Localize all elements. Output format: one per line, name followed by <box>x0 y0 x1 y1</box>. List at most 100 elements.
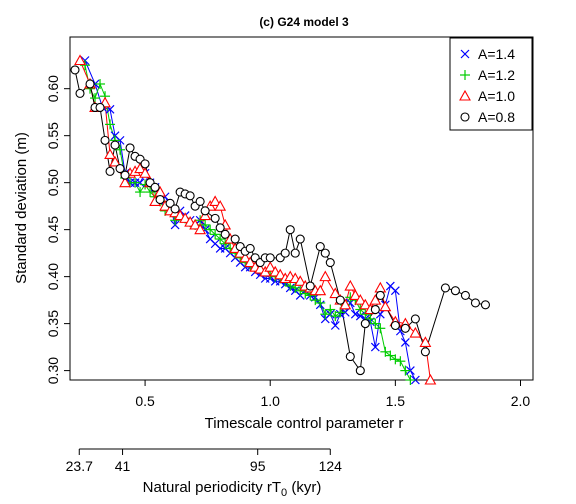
series-3-point-21 <box>185 191 195 201</box>
y-tick-label-5: 0.55 <box>45 122 61 149</box>
secondary-tick-label-3: 124 <box>319 458 343 474</box>
series-3-point-55 <box>440 283 450 293</box>
series-0-point-53 <box>355 311 365 321</box>
series-0-point-56-stroke-2 <box>370 342 380 352</box>
series-0-point-60 <box>390 286 400 296</box>
series-3-point-27 <box>220 229 230 239</box>
series-3-point-18 <box>170 204 180 214</box>
series-2-point-24 <box>209 195 222 207</box>
y-tick-label-6: 0.60 <box>45 75 61 102</box>
series-0-point-64-stroke-2 <box>410 375 420 385</box>
series-line-0 <box>84 60 416 381</box>
series-1-point-46 <box>310 295 321 306</box>
series-0-point-56 <box>370 342 380 352</box>
secondary-tick-label-2: 95 <box>250 458 266 474</box>
series-3-point-13 <box>140 159 150 169</box>
y-tick-label-3: 0.45 <box>45 216 61 243</box>
series-3-point-24 <box>200 206 210 216</box>
series-1-point-26 <box>210 229 221 240</box>
x-tick-label-3: 2.0 <box>511 393 531 409</box>
series-2-point-37 <box>274 268 287 280</box>
series-1-point-5 <box>105 119 116 130</box>
series-2-point-51 <box>349 289 362 300</box>
series-2-point-31 <box>244 256 257 268</box>
series-2-point-60 <box>409 326 422 338</box>
series-2-point-5 <box>109 155 121 167</box>
series-1-point-63 <box>395 356 406 367</box>
series-3-point-54 <box>420 347 430 357</box>
series-3-point-57 <box>460 290 470 300</box>
series-1-point-55 <box>355 304 366 315</box>
series-3-point-28 <box>230 234 240 244</box>
series-3-point-0 <box>70 65 80 75</box>
series-0-point-59-stroke-2 <box>385 281 395 291</box>
plot-frame-rect <box>69 36 534 381</box>
series-0-point-57-stroke-2 <box>375 309 385 319</box>
series-0-point-24-stroke-2 <box>210 239 220 249</box>
series-0-point-3-stroke-2 <box>105 104 115 114</box>
series-3-point-48 <box>360 319 370 329</box>
series-1-point-65 <box>405 375 416 385</box>
series-3-point-51 <box>390 320 400 331</box>
series-0-point-60-stroke-2 <box>390 286 400 296</box>
series-1-point-13 <box>145 187 156 198</box>
secondary-axis-label-main: Natural periodicity rT <box>143 479 281 496</box>
series-2-point-4 <box>104 148 116 160</box>
series-3-point-31 <box>245 243 255 253</box>
series-1-point-3 <box>95 78 106 89</box>
series-2-point-6 <box>119 176 131 188</box>
series-1-point-48 <box>320 309 331 320</box>
series-2-point-18 <box>179 212 192 223</box>
series-3-point-6 <box>105 166 115 176</box>
series-1-point-60 <box>380 346 391 357</box>
series-3-point-9 <box>120 170 130 180</box>
series-2-point-62 <box>424 373 437 385</box>
legend: A=1.4 A=1.2 A=1.0 A=0.8 <box>449 37 533 131</box>
series-1-point-57 <box>365 313 376 324</box>
series-3-point-47 <box>355 366 365 376</box>
series-3-point-17 <box>165 198 175 208</box>
series-3-point-43 <box>320 248 330 258</box>
series-0-point-52-stroke-2 <box>350 309 360 319</box>
secondary-tick-label-0: 23.7 <box>66 458 93 474</box>
series-1-point-47 <box>315 297 326 308</box>
legend-marker-0-stroke-2 <box>460 49 470 59</box>
legend-marker-1 <box>460 70 470 80</box>
legend-label-3: A=0.8 <box>478 109 515 125</box>
series-1-point-27 <box>215 234 226 245</box>
y-tick-label-0: 0.30 <box>45 357 61 384</box>
series-0-point-63-stroke-2 <box>405 366 415 376</box>
series-0-point-52 <box>350 309 360 319</box>
series-2-point-52 <box>354 293 367 305</box>
secondary-axis: 23.7 41 95 124 <box>66 448 343 474</box>
series-0-point-48 <box>330 321 340 330</box>
series-2-point-20 <box>189 218 202 230</box>
series-3-point-8 <box>115 164 125 174</box>
series-1-point-25 <box>205 224 216 235</box>
series-2-point-55 <box>369 293 382 305</box>
secondary-axis-label-subscript: 0 <box>281 487 287 499</box>
series-3-point-45 <box>335 295 345 305</box>
series-2-point-47 <box>329 287 342 299</box>
series-2-point-30 <box>239 251 252 263</box>
series-1-point-64 <box>400 365 411 376</box>
series-0-point-50-stroke-2 <box>340 307 350 317</box>
legend-marker-2 <box>459 89 471 101</box>
series-3-point-42 <box>315 242 325 252</box>
series-1-point-43 <box>295 285 306 296</box>
series-2-point-0 <box>74 54 86 66</box>
series-3-point-23 <box>195 196 205 207</box>
series-line-3 <box>74 69 486 372</box>
series-3-point-56 <box>450 286 460 296</box>
y-axis-label: Standard deviation (m) <box>13 132 30 284</box>
legend-label-0: A=1.4 <box>478 46 515 62</box>
secondary-tick-label-1: 41 <box>115 458 131 474</box>
series-2-point-41 <box>294 275 307 286</box>
series-3-point-46 <box>345 351 355 362</box>
x-tick-label-0: 0.5 <box>135 393 155 409</box>
secondary-axis-label-suffix: (kyr) <box>287 479 321 496</box>
series-2-point-21 <box>194 223 207 235</box>
series-3-point-10 <box>125 143 135 153</box>
legend-marker-0 <box>460 49 470 59</box>
